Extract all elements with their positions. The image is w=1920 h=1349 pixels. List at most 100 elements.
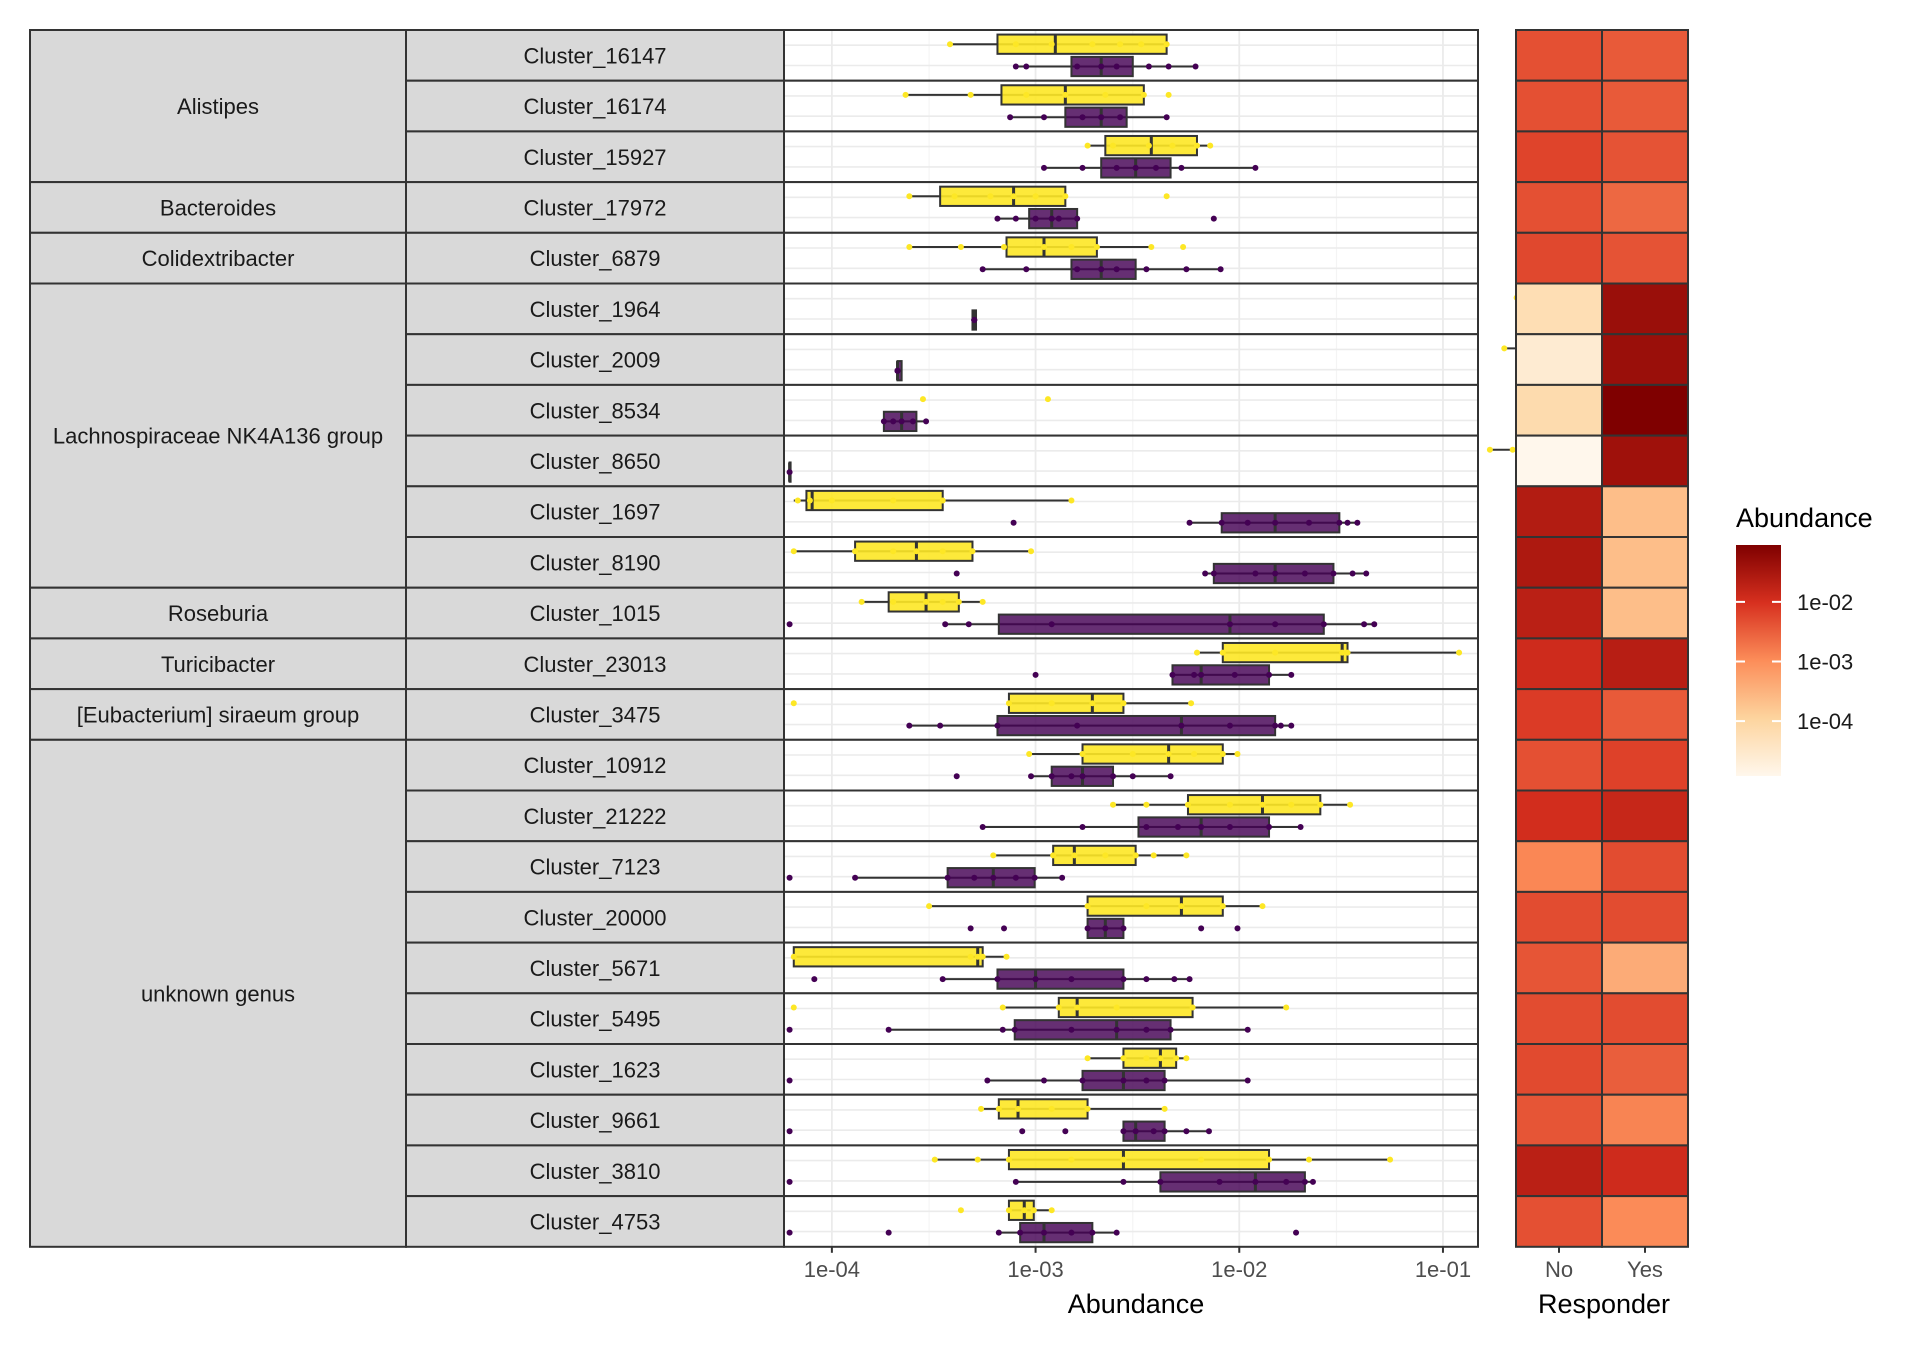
yes-point <box>939 497 946 504</box>
cluster-label: Cluster_23013 <box>523 652 666 677</box>
cluster-label: Cluster_1697 <box>530 500 661 525</box>
yes-point <box>1023 91 1030 98</box>
yes-point <box>1161 1105 1168 1112</box>
heat-cell-yes <box>1601 536 1689 589</box>
yes-box <box>1081 743 1224 765</box>
cluster-strip <box>405 1144 785 1198</box>
heat-cell-yes <box>1601 738 1689 792</box>
no-point <box>1143 1026 1150 1033</box>
x-axis-title: Abundance <box>1068 1289 1205 1319</box>
no-point <box>1161 1077 1168 1084</box>
yes-box <box>805 489 944 512</box>
yes-box <box>1005 236 1098 258</box>
no-point <box>1012 215 1019 222</box>
no-point <box>1344 519 1351 526</box>
heat-cell-yes <box>1601 688 1689 741</box>
no-box <box>996 714 1277 737</box>
panel-row-bg <box>784 182 1478 233</box>
cluster-strip <box>405 282 785 336</box>
no-point <box>1183 266 1190 273</box>
genus-strip <box>29 282 407 589</box>
no-point <box>1198 925 1205 932</box>
no-point <box>1183 1128 1190 1135</box>
yes-point <box>939 548 946 555</box>
yes-point <box>1068 1156 1075 1163</box>
yes-point <box>1140 91 1147 98</box>
genus-strip <box>29 738 407 1248</box>
yes-point <box>1157 1055 1164 1062</box>
yes-point <box>913 548 920 555</box>
heatmap-x-axis-title: Responder <box>1538 1289 1670 1319</box>
no-point <box>1113 1229 1120 1236</box>
no-point <box>1210 570 1217 577</box>
yes-point <box>790 700 797 707</box>
x-tick-label: 1e-04 <box>804 1257 860 1282</box>
yes-point <box>1259 903 1266 910</box>
no-point <box>1041 1077 1048 1084</box>
yes-point <box>1347 801 1354 808</box>
no-point <box>1079 824 1086 831</box>
yes-point <box>790 1004 797 1011</box>
panel-row-bg <box>784 638 1478 690</box>
no-point <box>1074 63 1081 70</box>
no-point <box>1306 519 1313 526</box>
no-point <box>1120 1178 1127 1185</box>
cluster-label: Cluster_5495 <box>530 1007 661 1032</box>
yes-point <box>946 41 953 48</box>
cluster-label: Cluster_8190 <box>530 550 661 575</box>
heat-cell-no <box>1515 840 1603 893</box>
no-point <box>1198 824 1205 831</box>
cluster-label: Cluster_1015 <box>530 601 661 626</box>
yes-point <box>1079 750 1086 757</box>
yes-box <box>1086 895 1224 917</box>
no-point <box>1129 773 1136 780</box>
yes-point <box>906 193 913 200</box>
cluster-strip <box>405 637 785 691</box>
cluster-label: Cluster_20000 <box>523 905 666 930</box>
yes-point <box>1113 1004 1120 1011</box>
cluster-strip <box>405 434 785 488</box>
yes-point <box>1219 903 1226 910</box>
heat-cell-no <box>1515 79 1603 133</box>
yes-point <box>1183 1055 1190 1062</box>
yes-point <box>1030 1207 1037 1214</box>
no-point <box>1023 266 1030 273</box>
heat-cell-yes <box>1601 434 1689 488</box>
no-point <box>1062 1128 1069 1135</box>
heat-cell-no <box>1515 738 1603 792</box>
no-point <box>1217 266 1224 273</box>
no-point <box>1161 1128 1168 1135</box>
yes-point <box>1089 700 1096 707</box>
yes-point <box>1110 801 1117 808</box>
yes-point <box>794 497 801 504</box>
heat-cell-yes <box>1601 789 1689 843</box>
yes-point <box>1068 497 1075 504</box>
yes-point <box>1339 649 1346 656</box>
cluster-strip <box>405 485 785 538</box>
cluster-strip <box>405 79 785 133</box>
no-point <box>1068 1229 1075 1236</box>
heat-cell-no <box>1515 1144 1603 1198</box>
no-point <box>1178 722 1185 729</box>
no-point <box>1163 114 1170 121</box>
heatmap-x-axis: No Yes <box>1545 1246 1663 1282</box>
yes-point <box>1193 142 1200 149</box>
no-point <box>1349 570 1356 577</box>
yes-point <box>828 497 835 504</box>
heat-cell-no <box>1515 1043 1603 1096</box>
heat-cell-no <box>1515 485 1603 538</box>
no-point <box>1320 621 1327 628</box>
cluster-label: Cluster_2009 <box>530 348 661 373</box>
no-point <box>1205 1128 1212 1135</box>
cluster-strip <box>405 1043 785 1096</box>
no-point <box>953 773 960 780</box>
yes-point <box>1184 801 1191 808</box>
panel-row-bg <box>784 283 1478 335</box>
panel-row-bg <box>784 435 1478 487</box>
yes-point <box>1165 91 1172 98</box>
no-point <box>1113 1026 1120 1033</box>
heat-cell-yes <box>1601 383 1689 437</box>
yes-point <box>1026 750 1033 757</box>
yes-point <box>1012 41 1019 48</box>
yes-point <box>1071 852 1078 859</box>
